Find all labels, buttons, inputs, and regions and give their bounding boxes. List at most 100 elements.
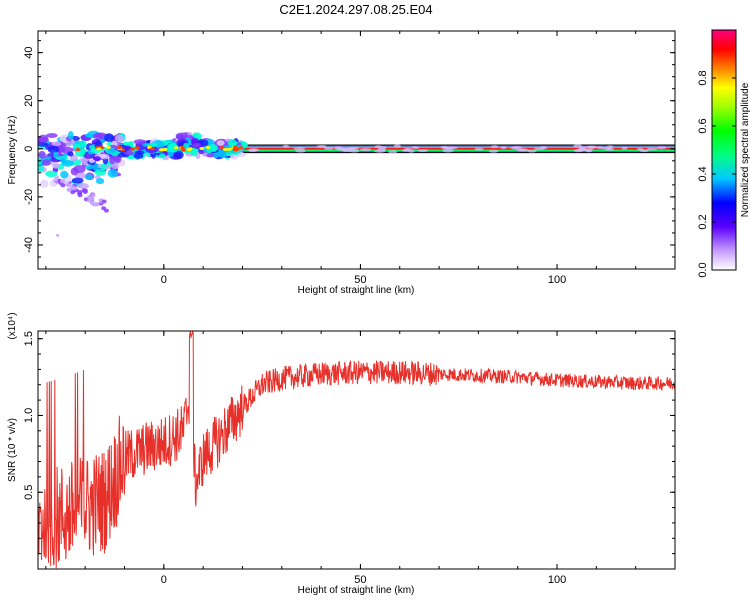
spectral-trail [77, 189, 83, 194]
top-y-axis-label: Frequency (Hz) [7, 116, 18, 185]
top-y-ticks: -40 -20 0 20 40 [23, 40, 675, 270]
spectral-blob [92, 156, 102, 161]
speckle [248, 148, 258, 152]
spectral-trail [65, 183, 71, 188]
colorbar [711, 29, 737, 271]
spectral-core [238, 146, 244, 150]
spectral-blob [114, 134, 125, 143]
spectral-blob [79, 140, 87, 149]
speckle [374, 149, 386, 153]
y-tick-label: 1.5 [23, 331, 35, 346]
y-tick-label: 1.0 [23, 408, 35, 423]
speckle [334, 147, 347, 151]
speckle [474, 147, 484, 151]
spectral-blob [174, 150, 184, 160]
spectral-core [173, 146, 179, 150]
colorbar-tick-label: 0.0 [697, 262, 709, 277]
x-tick-label: 100 [548, 274, 566, 286]
spectral-core [134, 146, 140, 150]
spectral-trail [77, 193, 83, 198]
spectral-core [116, 146, 122, 150]
spectral-trail [103, 208, 109, 213]
spectral-blob [158, 153, 166, 159]
speckle [519, 148, 529, 152]
x-tick-label: 0 [161, 274, 167, 286]
spectral-trail [82, 188, 88, 193]
bottom-y-ticks: 0.5 1.0 1.5 [23, 331, 675, 555]
speckle [621, 146, 628, 150]
snr-series-line [38, 331, 675, 569]
page-title: C2E1.2024.297.08.25.E04 [279, 2, 433, 17]
spectrogram-frame [37, 30, 676, 270]
speckle [347, 146, 360, 150]
speckle [488, 149, 499, 153]
spectral-blob [77, 183, 90, 189]
speckle [646, 147, 658, 151]
spectral-blob [67, 130, 74, 140]
x-tick-label: 50 [354, 574, 366, 586]
speckle [401, 148, 410, 152]
speckle [639, 149, 649, 153]
spectral-blob [95, 132, 107, 138]
y-tick-label: 0 [23, 146, 35, 152]
spectral-blob [45, 170, 58, 178]
speckle [316, 144, 327, 148]
spectral-blob [70, 167, 79, 176]
spectral-blob [211, 151, 220, 159]
speckle [378, 146, 387, 150]
spectral-blob [108, 147, 116, 154]
spectral-blob [208, 144, 218, 150]
spectral-blob [134, 150, 145, 155]
speckle [573, 144, 583, 148]
spectral-blob [38, 150, 46, 159]
spectral-blob [218, 149, 226, 158]
spectral-core [226, 147, 232, 151]
colorbar-tick-label: 0.8 [697, 70, 709, 85]
spectral-blob [39, 179, 49, 188]
y-tick-label: -40 [23, 237, 35, 253]
bottom-x-ticks: 0 50 100 [45, 331, 676, 586]
colorbar-tick-label: 0.4 [697, 166, 709, 181]
y-tick-label: -20 [23, 189, 35, 205]
spectral-blob [133, 139, 147, 145]
spectrogram-panel [38, 130, 675, 237]
spectral-blob [60, 157, 67, 164]
speckle [527, 149, 537, 153]
spectral-blob [164, 146, 177, 153]
spectral-blob [38, 142, 49, 147]
spectral-blob [175, 132, 189, 140]
spectral-trail [101, 199, 107, 204]
x-tick-label: 100 [548, 574, 566, 586]
speckle [490, 145, 499, 149]
spectral-dot [56, 233, 60, 237]
spectral-blob [199, 139, 209, 147]
spectral-trail [53, 178, 59, 183]
spectral-trail [94, 202, 100, 207]
spectral-blob [109, 156, 116, 165]
spectral-trail [71, 186, 77, 191]
snr-frame [37, 330, 676, 570]
spectral-blob [123, 145, 132, 151]
spectral-blob [111, 162, 120, 170]
spectral-core [222, 147, 228, 151]
speckle [539, 146, 548, 150]
spectral-blob [216, 140, 225, 146]
spectral-trail [88, 198, 94, 203]
bottom-y-scale-label: (x10⁴) [7, 312, 18, 339]
spectral-blob [39, 136, 49, 143]
spectral-blob [42, 159, 51, 166]
speckle [601, 146, 612, 150]
bottom-x-axis-label: Height of straight line (km) [298, 585, 415, 596]
spectral-core [219, 146, 225, 150]
x-tick-label: 50 [354, 274, 366, 286]
spectral-blob [67, 151, 74, 157]
spectral-blob [47, 145, 60, 154]
spectral-core [96, 147, 102, 151]
speckle [656, 146, 667, 150]
speckle [585, 145, 598, 149]
spectral-core [130, 147, 136, 151]
spectral-core [205, 145, 211, 149]
speckle [359, 148, 372, 152]
spectral-trail [66, 187, 72, 192]
spectral-core [75, 148, 81, 152]
